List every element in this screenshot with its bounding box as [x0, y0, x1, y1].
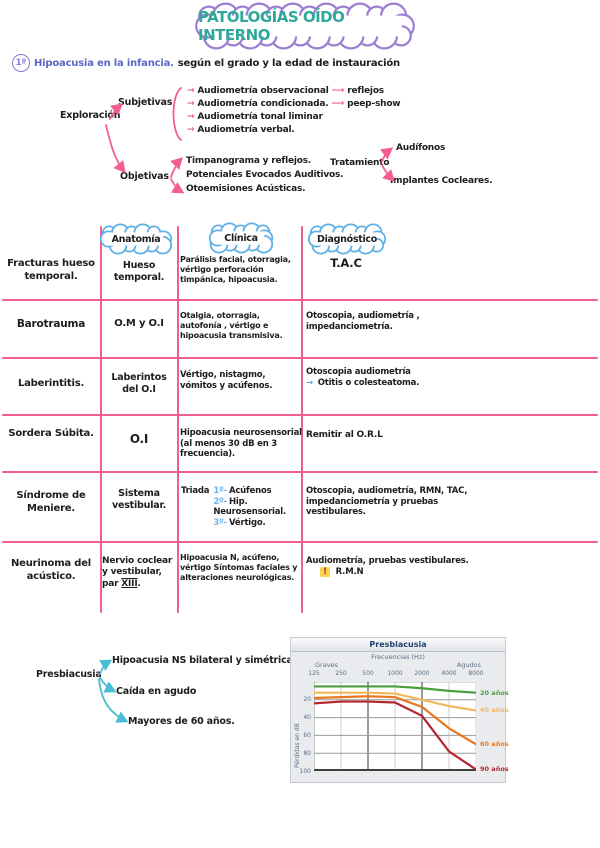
- table-cell-clinica: Triada 1º- Acúfenos 2º- Hip. Neurosensoria…: [181, 486, 301, 529]
- table-cell-clinica: Parálisis facial, otorragia, vértigo per…: [180, 255, 291, 284]
- table-row-name: Fracturas hueso temporal.: [7, 258, 95, 282]
- section-number-badge: 1º: [12, 54, 30, 72]
- objetivas-label: Objetivas: [120, 171, 169, 182]
- chart-title: Presbiacusia: [369, 640, 427, 649]
- exploracion-label: Exploración: [60, 110, 121, 121]
- table-cell-diagnostico: Otoscopia, audiometría , impedanciometrí…: [306, 311, 420, 332]
- y-tick-label: 40: [303, 714, 311, 722]
- table-cell-anatomia: Nervio coclear y vestibular, par XIII.: [102, 556, 173, 589]
- table-cell-diagnostico: Remitir al O.R.L: [306, 430, 383, 440]
- arrow-right-icon: →: [187, 99, 195, 109]
- x-tick-label: 8000: [468, 670, 484, 677]
- legend-label: 20 años: [480, 688, 509, 697]
- legend-label: 60 años: [480, 740, 509, 749]
- table-cell-clinica: Otalgia, otorragia, autofonía , vértigo …: [180, 311, 283, 340]
- x-tick-label: 4000: [441, 670, 457, 677]
- table-vertical-line: [100, 226, 102, 613]
- table-horizontal-line: [2, 414, 598, 416]
- subjetivas-item: → Audiometría tonal liminar: [187, 112, 323, 122]
- section1-subtitle: según el grado y la edad de instauración: [177, 57, 400, 69]
- table-vertical-line: [301, 226, 303, 613]
- arrow-right-icon: →: [306, 377, 313, 388]
- page-title: PATOLOGÍAS OÍDO INTERNO: [198, 8, 345, 44]
- arrow-right-icon: ⟶: [331, 86, 345, 96]
- table-cell-diagnostico: Otoscopia audiometría → Otitis o coleste…: [306, 367, 420, 388]
- objetivas-item: Timpanograma y reflejos.: [186, 156, 312, 166]
- tratamiento-item: Implantes Cocleares.: [390, 176, 493, 186]
- table-row-name: Neurinoma del acústico.: [10, 558, 92, 582]
- y-tick-label: 80: [303, 749, 311, 757]
- presbiacusia-item: Hipoacusia NS bilateral y simétrica: [112, 655, 293, 666]
- table-vertical-line: [177, 226, 179, 613]
- presbiacusia-label: Presbiacusia: [36, 669, 102, 680]
- x-tick-label: 125: [308, 670, 320, 677]
- subjetivas-label: Subjetivas: [118, 97, 173, 108]
- x-tick-label: 500: [362, 670, 374, 677]
- table-cell-clinica: Hipoacusia neurosensorial (al menos 30 d…: [180, 428, 302, 460]
- table-cell-anatomia: Laberintos del O.I: [111, 372, 167, 395]
- chart-plot-area: [314, 682, 476, 771]
- table-row-name: Barotrauma: [16, 318, 86, 330]
- table-horizontal-line: [2, 471, 598, 473]
- chart-ylabel: Pérdidas en dB: [294, 723, 301, 768]
- table-cell-anatomia: Sistema vestibular.: [111, 488, 167, 511]
- table-cell-clinica: Hipoacusia N, acúfeno, vértigo Síntomas …: [180, 553, 298, 582]
- table-cell-clinica: Vértigo, nistagmo, vómitos y acúfenos.: [180, 370, 273, 391]
- section1-title: Hipoacusia en la infancia.: [34, 57, 174, 69]
- arrow-right-icon: ⟶: [331, 99, 345, 109]
- triada-list: 1º- Acúfenos 2º- Hip. Neurosensorial. 3º- V…: [213, 486, 287, 528]
- arrow-right-icon: →: [187, 86, 195, 96]
- subjetivas-item: → Audiometría observacional ⟶ reflejos: [187, 86, 384, 96]
- presbiacusia-chart: Presbiacusia Frecuencias (Hz) Graves Agu…: [290, 637, 509, 783]
- presbiacusia-item: Mayores de 60 años.: [128, 716, 235, 727]
- x-tick-label: 1000: [387, 670, 403, 677]
- table-horizontal-line: [2, 541, 598, 543]
- y-tick-label: 60: [303, 731, 311, 739]
- x-tick-label: 2000: [414, 670, 430, 677]
- subjetivas-item: → Audiometría condicionada. ⟶ peep-show: [187, 99, 401, 109]
- objetivas-item: Potenciales Evocados Auditivos.: [186, 170, 344, 180]
- table-row-name: Laberintitis.: [17, 378, 85, 389]
- table-header-clinica: Clínica: [208, 222, 274, 254]
- arrow-right-icon: →: [187, 125, 195, 135]
- presbiacusia-item: Caída en agudo: [116, 686, 197, 697]
- chart-xlabel: Frecuencias (Hz): [371, 653, 425, 661]
- chart-xlabel-left: Graves: [315, 661, 338, 669]
- x-tick-label: 250: [335, 670, 347, 677]
- legend-label: 40 años: [480, 706, 509, 715]
- y-tick-label: 20: [303, 696, 311, 704]
- section1-heading: 1º Hipoacusia en la infancia. según el g…: [12, 54, 400, 72]
- table-horizontal-line: [2, 299, 598, 301]
- warning-icon: !: [320, 566, 330, 577]
- table-horizontal-line: [2, 357, 598, 359]
- y-tick-label: 100: [299, 767, 311, 775]
- chart-xlabel-right: Agudos: [456, 661, 481, 669]
- table-row-name: Sordera Súbita.: [8, 428, 94, 439]
- tratamiento-label: Tratamiento: [330, 158, 390, 168]
- subjetivas-item: → Audiometría verbal.: [187, 125, 295, 135]
- title-cloud: PATOLOGÍAS OÍDO INTERNO: [195, 2, 415, 50]
- arrow-right-icon: →: [187, 112, 195, 122]
- table-cell-diagnostico: Audiometría, pruebas vestibulares. ! R.M…: [306, 556, 469, 577]
- table-header-diagnostico: Diagnóstico: [307, 223, 387, 255]
- table-header-anatomia: Anatomía: [99, 223, 173, 255]
- chart-title-bar: Presbiacusia: [291, 638, 505, 652]
- table-cell-diagnostico: Otoscopia, audiometría, RMN, TAC, impeda…: [306, 486, 468, 518]
- table-cell-anatomia: O.M y O.I: [114, 318, 164, 329]
- objetivas-item: Otoemisiones Acústicas.: [186, 184, 306, 194]
- tratamiento-item: Audífonos: [396, 143, 446, 153]
- table-cell-diagnostico: T.A.C: [330, 256, 362, 270]
- table-row-name: Síndrome de Meniere.: [16, 490, 86, 514]
- legend-label: 90 años: [480, 765, 509, 773]
- table-cell-anatomia: Hueso temporal.: [113, 260, 165, 283]
- table-cell-anatomia: O.I: [129, 432, 149, 446]
